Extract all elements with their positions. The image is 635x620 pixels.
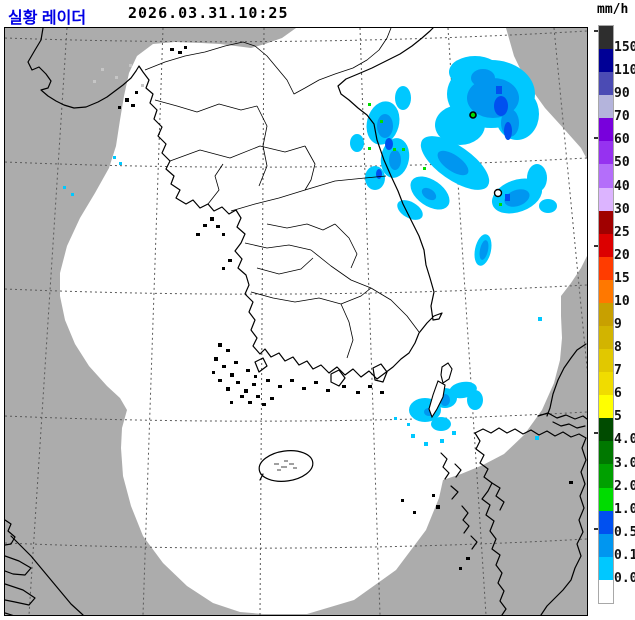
legend-label: 2.0 [614, 478, 635, 494]
echo-cluster-ulleungdo [474, 164, 557, 321]
clutter-specks [63, 64, 144, 196]
legend-color-bar [598, 25, 614, 604]
legend-label: 110 [614, 63, 635, 79]
legend-color-segment [599, 256, 613, 280]
legend-color-segment [599, 26, 613, 50]
legend-color-segment [599, 349, 613, 373]
namhae-island [330, 369, 346, 387]
geoje-island [372, 363, 388, 383]
legend-label: 0.0 [614, 570, 635, 586]
legend-color-segment [599, 49, 613, 73]
legend-color-segment [599, 533, 613, 557]
radar-map-svg [4, 27, 612, 619]
border-nk-china [144, 27, 392, 95]
legend-color-segment [599, 141, 613, 165]
legend-color-segment [599, 187, 613, 211]
legend-label: 25 [614, 224, 630, 240]
legend-label: 3.0 [614, 455, 635, 471]
page-title: 실황 레이더 [8, 10, 87, 27]
legend-label: 4.0 [614, 432, 635, 448]
legend-label: 6 [614, 386, 622, 402]
legend-color-segment [599, 118, 613, 142]
legend-color-segment [599, 418, 613, 442]
legend-label: 10 [614, 293, 630, 309]
legend-color-segment [599, 210, 613, 234]
legend-color-segment [599, 95, 613, 119]
legend-color-segment [599, 464, 613, 488]
legend-color-segment [599, 487, 613, 511]
legend-color-segment [599, 510, 613, 534]
legend-label: 40 [614, 178, 630, 194]
legend-label: 1.0 [614, 501, 635, 517]
legend-color-segment [599, 233, 613, 257]
ap-echo-ring [469, 111, 477, 119]
legend-color-segment [599, 556, 613, 580]
coastline-honshu [537, 343, 588, 429]
jeju-island [258, 450, 314, 482]
legend-label: 90 [614, 86, 630, 102]
coastline-korea [27, 27, 443, 380]
tsushima-island [428, 362, 453, 419]
precipitation-echoes [63, 56, 557, 446]
legend-color-segment [599, 302, 613, 327]
legend-label: 50 [614, 155, 630, 171]
legend-label: 0.1 [614, 547, 635, 563]
coastline-kyushu [432, 427, 587, 616]
legend-unit-label: mm/h [597, 2, 629, 17]
korea-islands [118, 46, 416, 514]
legend-label: 20 [614, 247, 630, 263]
legend-label: 60 [614, 132, 630, 148]
legend-color-segment [599, 164, 613, 188]
legend-label: 5 [614, 409, 622, 425]
legend-label: 9 [614, 317, 622, 333]
legend-color-segment [599, 279, 613, 303]
observation-timestamp: 2026.03.31.10:25 [128, 4, 289, 22]
legend-color-segment [599, 579, 613, 603]
legend-label: 7 [614, 363, 622, 379]
legend-label: 30 [614, 201, 630, 217]
legend-color-segment [599, 441, 613, 465]
legend-label: 150 [614, 40, 635, 56]
legend-label: 0.5 [614, 524, 635, 540]
legend-label: 70 [614, 109, 630, 125]
province-boundaries [154, 99, 420, 359]
ulleungdo-island [493, 188, 503, 198]
legend-color-segment [599, 395, 613, 419]
legend-label: 15 [614, 270, 630, 286]
legend-color-segment [599, 326, 613, 350]
radar-map-canvas [4, 27, 612, 619]
legend-color-segment [599, 72, 613, 96]
legend-color-segment [599, 372, 613, 396]
coastlines [4, 27, 588, 619]
legend-label: 8 [614, 340, 622, 356]
jindo-island [254, 357, 268, 373]
header-bar: 실황 레이더 2026.03.31.10:25 mm/h [0, 0, 635, 27]
echo-cluster-eastcoast [350, 86, 426, 190]
